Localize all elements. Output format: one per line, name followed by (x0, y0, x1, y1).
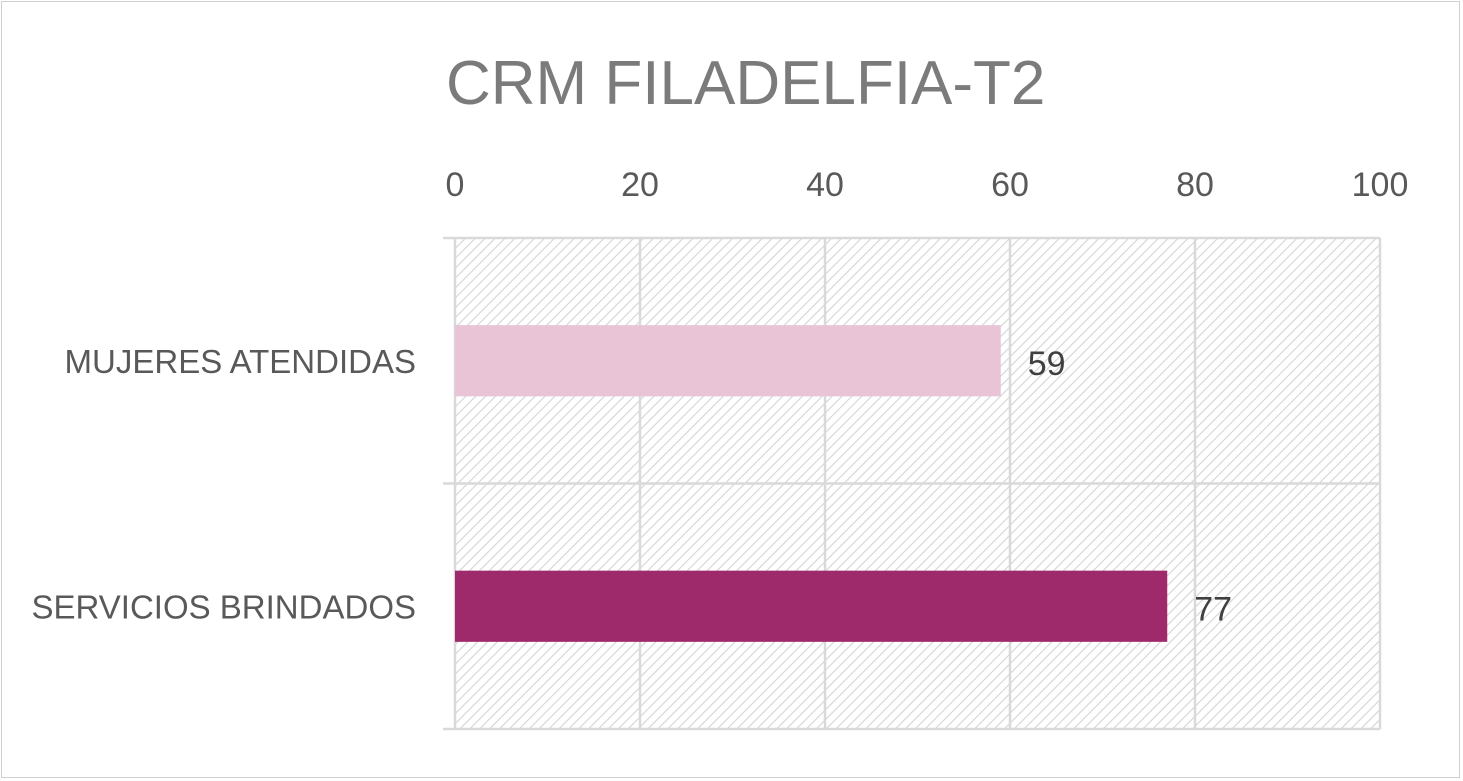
chart-title: CRM FILADELFIA-T2 (446, 49, 1046, 118)
bar-0 (455, 325, 1001, 397)
category-label-0: MUJERES ATENDIDAS (65, 343, 416, 380)
x-tick-label-5: 100 (1352, 166, 1409, 204)
gridlines (443, 236, 1382, 731)
bar-1 (455, 570, 1168, 642)
x-axis-ticks: 0 20 40 60 80 100 (446, 166, 1409, 204)
x-tick-label-0: 0 (446, 166, 465, 204)
data-labels: 59 77 (1028, 345, 1232, 629)
data-label-1: 77 (1194, 590, 1232, 628)
x-tick-label-2: 40 (806, 166, 844, 204)
x-tick-label-1: 20 (621, 166, 659, 204)
category-label-1: SERVICIOS BRINDADOS (32, 588, 416, 625)
category-labels: MUJERES ATENDIDAS SERVICIOS BRINDADOS (32, 343, 416, 626)
data-label-0: 59 (1028, 345, 1066, 383)
x-tick-label-4: 80 (1176, 166, 1214, 204)
bars (455, 325, 1168, 642)
x-tick-label-3: 60 (991, 166, 1029, 204)
